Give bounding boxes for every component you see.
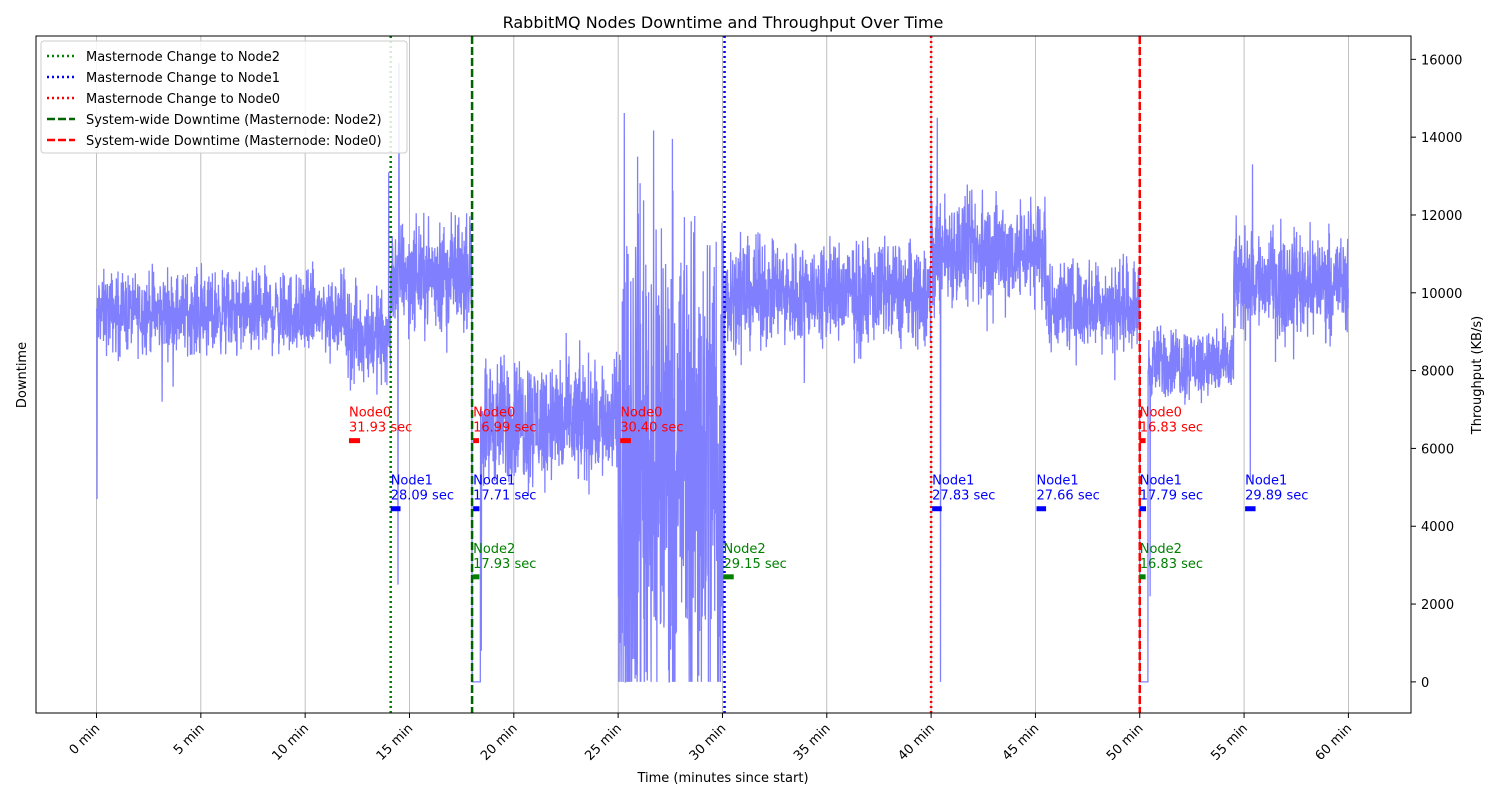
plot-frame — [35, 35, 1412, 714]
y-tick-label: 10000 — [1421, 287, 1462, 302]
legend-label: System-wide Downtime (Masternode: Node0) — [86, 134, 382, 149]
y-tick-label: 6000 — [1421, 442, 1454, 457]
downtime-bar — [932, 506, 942, 512]
downtime-duration-label: 27.66 sec — [1036, 489, 1099, 504]
legend-label: Masternode Change to Node1 — [86, 71, 280, 86]
downtime-duration-label: 27.83 sec — [932, 489, 995, 504]
downtime-bar — [473, 506, 480, 512]
downtime-bar — [620, 438, 631, 444]
downtime-node-label: Node2 — [724, 542, 766, 557]
downtime-bar — [1036, 506, 1047, 512]
downtime-duration-label: 16.83 sec — [1140, 421, 1203, 436]
legend: Masternode Change to Node2 Masternode Cha… — [40, 40, 408, 154]
chart-title: RabbitMQ Nodes Downtime and Throughput O… — [503, 13, 944, 32]
downtime-bar — [1139, 506, 1147, 512]
downtime-node-label: Node0 — [349, 406, 391, 421]
y-tick-label: 14000 — [1421, 131, 1462, 146]
downtime-duration-label: 28.09 sec — [391, 489, 454, 504]
downtime-duration-label: 29.15 sec — [724, 557, 787, 572]
legend-items: Masternode Change to Node2 Masternode Cha… — [47, 50, 382, 149]
downtime-duration-label: 31.93 sec — [349, 421, 412, 436]
legend-label: System-wide Downtime (Masternode: Node2) — [86, 113, 382, 128]
y-tick-label: 2000 — [1421, 598, 1454, 613]
downtime-node-label: Node2 — [1140, 542, 1182, 557]
vline-layer — [389, 36, 1142, 713]
downtime-bar — [1139, 438, 1146, 444]
y-tick-label: 12000 — [1421, 209, 1462, 224]
downtime-node-label: Node1 — [1140, 474, 1182, 489]
downtime-duration-label: 16.83 sec — [1140, 557, 1203, 572]
downtime-node-label: Node1 — [391, 474, 433, 489]
downtime-bar — [473, 438, 479, 444]
downtime-duration-label: 30.40 sec — [620, 421, 683, 436]
downtime-duration-label: 17.93 sec — [473, 557, 536, 572]
downtime-duration-label: 17.71 sec — [473, 489, 536, 504]
downtime-bar — [390, 506, 401, 512]
y-tick-label: 8000 — [1421, 365, 1454, 380]
legend-label: Masternode Change to Node2 — [86, 50, 280, 65]
downtime-node-label: Node0 — [473, 406, 515, 421]
downtime-duration-label: 17.79 sec — [1140, 489, 1203, 504]
downtime-duration-label: 16.99 sec — [473, 421, 536, 436]
y-axis-label-left: Downtime — [15, 342, 30, 408]
downtime-node-label: Node1 — [1245, 474, 1287, 489]
y-tick-label: 0 — [1421, 676, 1429, 691]
downtime-bar — [473, 574, 480, 580]
downtime-bar — [723, 574, 734, 580]
downtime-node-label: Node2 — [473, 542, 515, 557]
downtime-duration-label: 29.89 sec — [1245, 489, 1308, 504]
downtime-node-label: Node1 — [473, 474, 515, 489]
legend-label: Masternode Change to Node0 — [86, 92, 280, 107]
downtime-bar — [348, 438, 361, 444]
downtime-node-label: Node0 — [620, 406, 662, 421]
y-tick-label: 4000 — [1421, 520, 1454, 535]
downtime-node-label: Node1 — [1036, 474, 1078, 489]
y-tick-label: 16000 — [1421, 53, 1462, 68]
legend-frame — [40, 40, 408, 154]
y-tick-layer: 0 2000 4000 6000 8000 10000 12000 14000 16000 — [1411, 53, 1462, 691]
x-axis-label: Time (minutes since start) — [636, 771, 808, 786]
y-axis-label-right: Throughput (KB/s) — [1470, 316, 1485, 435]
downtime-node-label: Node1 — [932, 474, 974, 489]
downtime-bar — [1245, 506, 1256, 512]
downtime-bar — [1139, 574, 1146, 580]
downtime-node-label: Node0 — [1140, 406, 1182, 421]
